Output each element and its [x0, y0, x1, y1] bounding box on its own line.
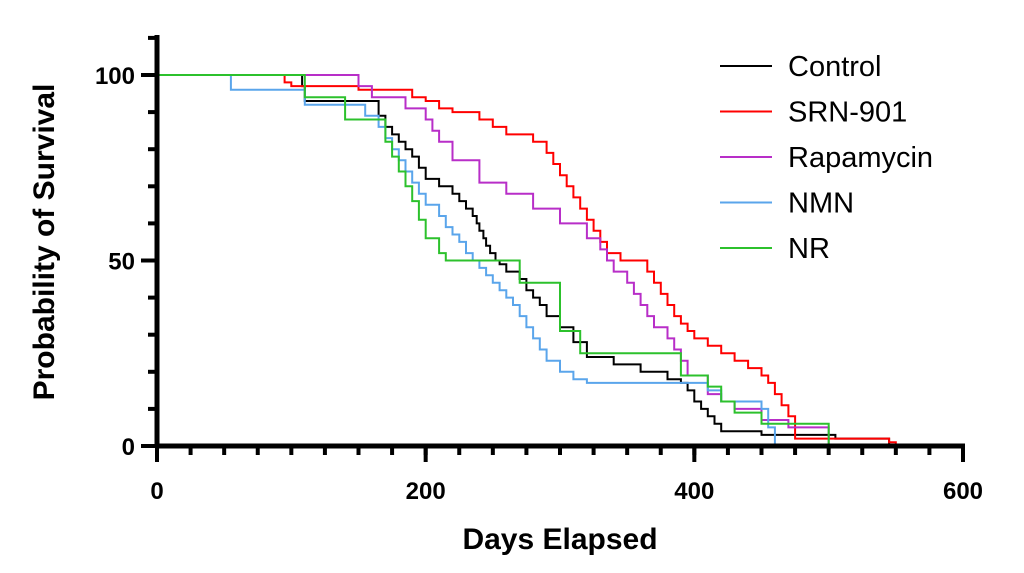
axes-group: [141, 35, 965, 462]
legend-label-nmn: NMN: [788, 188, 854, 220]
x-tick-label: 600: [943, 478, 983, 505]
series-line-nr: [157, 74, 830, 446]
y-axis-title: Probability of Survival: [28, 84, 61, 401]
x-tick-label: 400: [674, 478, 714, 505]
series-line-srn-901: [157, 74, 897, 446]
y-tick-label: 50: [108, 249, 135, 276]
y-tick-label: 100: [95, 63, 135, 90]
legend-label-control: Control: [788, 51, 882, 83]
plot-series-group: [157, 74, 897, 446]
x-axis-title: Days Elapsed: [462, 523, 657, 556]
series-line-control: [157, 74, 891, 446]
series-line-rapamycin: [157, 74, 830, 446]
y-tick-label: 0: [122, 434, 135, 461]
tick-labels-group: 0 200 400 600 0 50 100: [95, 63, 983, 505]
legend-label-nr: NR: [788, 233, 830, 265]
legend: Control SRN-901 Rapamycin NMN NR: [720, 51, 933, 265]
legend-label-rapamycin: Rapamycin: [788, 142, 933, 174]
series-line-nmn: [157, 74, 776, 446]
legend-label-srn-901: SRN-901: [788, 97, 907, 129]
x-tick-label: 0: [150, 478, 163, 505]
x-tick-label: 200: [406, 478, 446, 505]
